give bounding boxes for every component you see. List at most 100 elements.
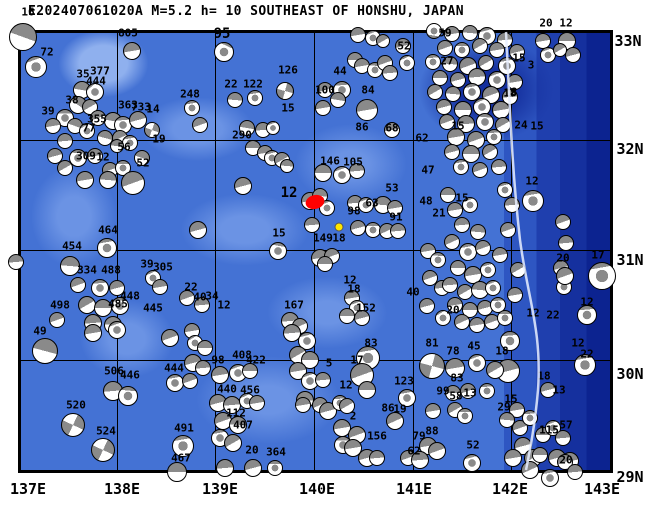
depth-label: 248 xyxy=(180,87,200,101)
beachball-focal-mechanism xyxy=(504,449,522,467)
beachball-focal-mechanism xyxy=(182,373,198,389)
beachball-focal-mechanism xyxy=(472,162,488,178)
beachball-focal-mechanism xyxy=(49,312,65,328)
beachball-focal-mechanism xyxy=(442,277,458,293)
beachball-focal-mechanism xyxy=(269,242,287,260)
depth-label: 488 xyxy=(101,263,121,277)
beachball-focal-mechanism xyxy=(553,43,567,57)
beachball-focal-mechanism xyxy=(280,159,294,173)
depth-label: 52 xyxy=(136,156,150,170)
depth-label: 52 xyxy=(397,39,411,53)
beachball-focal-mechanism xyxy=(445,358,465,378)
longitude-label: 137E xyxy=(9,480,47,498)
beachball-focal-mechanism xyxy=(486,361,504,379)
depth-label: 24 xyxy=(514,118,528,132)
beachball-focal-mechanism xyxy=(295,397,311,413)
beachball-focal-mechanism xyxy=(507,287,523,303)
depth-label: 88 xyxy=(425,424,439,438)
beachball-focal-mechanism xyxy=(454,217,470,233)
beachball-focal-mechanism xyxy=(376,34,390,48)
beachball-focal-mechanism xyxy=(460,383,476,399)
depth-label: 467 xyxy=(171,451,191,465)
beachball-focal-mechanism xyxy=(229,416,247,434)
depth-label: 12 xyxy=(525,174,539,188)
beachball-focal-mechanism xyxy=(356,99,378,121)
beachball-focal-mechanism xyxy=(8,254,24,270)
depth-label: 112 xyxy=(226,406,246,420)
depth-label: 12 xyxy=(559,16,573,30)
beachball-focal-mechanism xyxy=(475,240,491,256)
beachball-focal-mechanism xyxy=(457,408,473,424)
depth-label: 444 xyxy=(164,361,184,375)
beachball-focal-mechanism xyxy=(108,321,126,339)
longitude-label: 141E xyxy=(395,480,433,498)
depth-label: 456 xyxy=(240,383,260,397)
beachball-focal-mechanism xyxy=(110,139,124,153)
beachball-focal-mechanism xyxy=(349,163,365,179)
beachball-focal-mechanism xyxy=(61,413,85,437)
beachball-focal-mechanism xyxy=(129,111,147,129)
depth-label: 100 xyxy=(315,83,335,97)
beachball-focal-mechanism xyxy=(227,92,243,108)
depth-label: 20 xyxy=(556,251,570,265)
beachball-focal-mechanism xyxy=(354,310,370,326)
depth-label: 35 xyxy=(76,67,90,81)
latitude-label: 30N xyxy=(616,365,644,383)
depth-label: 2 xyxy=(349,409,357,423)
depth-label: 444 xyxy=(86,74,106,88)
map-title: E202407061020A M=5.2 h= 10 SOUTHEAST OF … xyxy=(28,4,465,19)
beachball-focal-mechanism xyxy=(109,280,125,296)
depth-label: 22 xyxy=(224,77,238,91)
depth-label: 491 xyxy=(174,421,194,435)
beachball-focal-mechanism xyxy=(491,159,507,175)
depth-label: 485 xyxy=(108,297,128,311)
beachball-focal-mechanism xyxy=(437,40,453,56)
beachball-focal-mechanism xyxy=(87,148,103,164)
beachball-focal-mechanism xyxy=(60,256,80,276)
beachball-focal-mechanism xyxy=(462,145,480,163)
beachball-focal-mechanism xyxy=(478,55,494,71)
latitude-label: 29N xyxy=(616,468,644,486)
depth-label: 454 xyxy=(62,239,82,253)
depth-label: 44 xyxy=(333,64,347,78)
beachball-focal-mechanism xyxy=(45,118,61,134)
depth-label: 95 xyxy=(213,26,231,42)
depth-label: 12 xyxy=(96,150,110,164)
beachball-focal-mechanism xyxy=(123,42,141,60)
beachball-focal-mechanism xyxy=(521,461,539,479)
beachball-focal-mechanism xyxy=(444,234,460,250)
depth-label: 122 xyxy=(243,77,263,91)
depth-label: 86 xyxy=(355,120,369,134)
beachball-focal-mechanism xyxy=(315,100,331,116)
beachball-focal-mechanism xyxy=(444,144,460,160)
beachball-focal-mechanism xyxy=(369,450,385,466)
beachball-focal-mechanism xyxy=(111,297,129,315)
beachball-focal-mechanism xyxy=(445,86,461,102)
depth-label: 464 xyxy=(98,223,118,237)
depth-label: 98 xyxy=(347,204,361,218)
depth-label: 62 xyxy=(407,444,421,458)
beachball-focal-mechanism xyxy=(574,354,596,376)
beachball-focal-mechanism xyxy=(32,338,58,364)
beachball-focal-mechanism xyxy=(522,190,544,212)
beachball-focal-mechanism xyxy=(84,324,102,342)
depth-label: 12 xyxy=(571,336,585,350)
depth-label: 86 xyxy=(381,401,395,415)
beachball-focal-mechanism xyxy=(386,412,404,430)
beachball-focal-mechanism xyxy=(99,171,117,189)
beachball-focal-mechanism xyxy=(509,44,525,60)
beachball-focal-mechanism xyxy=(462,25,478,41)
beachball-focal-mechanism xyxy=(167,462,187,482)
depth-label: 309 xyxy=(76,149,96,163)
depth-label: 290 xyxy=(232,128,252,142)
beachball-focal-mechanism xyxy=(492,247,508,263)
beachball-focal-mechanism xyxy=(339,398,355,414)
depth-label: 440 xyxy=(217,382,237,396)
beachball-focal-mechanism xyxy=(276,82,294,100)
depth-label: 58 xyxy=(449,389,463,403)
depth-label: 40 xyxy=(193,290,207,304)
depth-label: 364 xyxy=(266,445,286,459)
depth-label: 156 xyxy=(367,429,387,443)
depth-label: 22 xyxy=(546,308,560,322)
